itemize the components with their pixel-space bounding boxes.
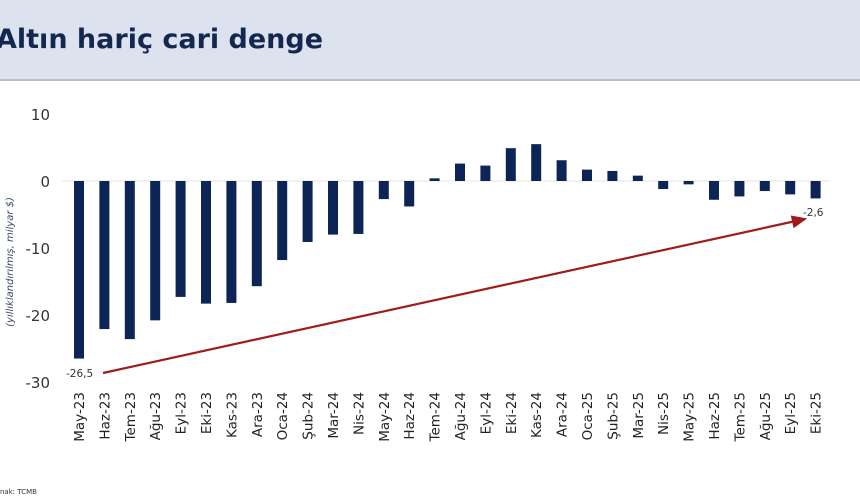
- x-tick-label: Haz-24: [402, 392, 418, 440]
- page-title: Altın hariç cari denge: [0, 24, 324, 55]
- bar-Nis-24: [353, 181, 364, 234]
- x-tick-label: Tem-25: [732, 392, 748, 442]
- x-tick-label: May-23: [72, 392, 88, 442]
- bar-May-24: [378, 181, 389, 200]
- bar-May-25: [683, 181, 694, 185]
- x-tick-label: Nis-24: [351, 392, 367, 435]
- bar-Haz-23: [99, 181, 110, 330]
- bar-Tem-25: [734, 181, 745, 197]
- x-tick-label: Eyl-23: [174, 392, 190, 434]
- x-tick-label: Şub-25: [605, 392, 621, 440]
- bar-May-23: [74, 181, 84, 359]
- x-tick-label: Ağu-25: [758, 392, 774, 440]
- x-tick-label: Kas-24: [529, 392, 545, 438]
- x-tick-label: Şub-24: [301, 392, 317, 440]
- x-tick-label: Eyl-24: [478, 392, 494, 434]
- bar-Kas-24: [531, 144, 542, 181]
- x-tick-label: Eki-23: [199, 392, 215, 434]
- y-tick-label: -30: [26, 374, 51, 392]
- y-tick-label: -20: [26, 307, 51, 325]
- bar-Ara-24: [556, 160, 567, 181]
- y-tick-label: 0: [40, 173, 50, 191]
- x-tick-label: Mar-24: [326, 392, 342, 439]
- x-tick-label: Oca-24: [275, 392, 291, 440]
- x-tick-label: May-24: [377, 392, 393, 442]
- data-label-first: -26,5: [66, 368, 93, 380]
- x-tick-label: Nis-25: [656, 392, 672, 435]
- bar-Oca-24: [277, 181, 288, 261]
- x-tick-label: Haz-25: [707, 392, 723, 440]
- y-tick-label: -10: [26, 240, 51, 258]
- bar-Şub-25: [607, 170, 618, 181]
- x-tick-label: May-25: [682, 392, 698, 442]
- x-tick-label: Oca-25: [580, 392, 596, 440]
- bar-Tem-24: [429, 178, 440, 181]
- bar-Eyl-24: [480, 165, 491, 181]
- x-tick-label: Kas-23: [224, 392, 240, 438]
- y-tick-label: 10: [31, 106, 50, 124]
- x-tick-label: Eki-24: [504, 392, 520, 434]
- x-tick-label: Tem-24: [428, 392, 444, 442]
- bar-Ara-23: [251, 181, 262, 287]
- bar-Şub-24: [302, 181, 313, 242]
- bar-Tem-23: [124, 181, 135, 340]
- bar-Eyl-23: [175, 181, 186, 297]
- bar-Nis-25: [658, 181, 669, 190]
- bar-Mar-25: [632, 175, 643, 181]
- bar-Kas-23: [226, 181, 237, 303]
- x-tick-label: Haz-23: [97, 392, 113, 440]
- x-tick-label: Ara-24: [555, 392, 571, 437]
- x-tick-label: Ara-23: [250, 392, 266, 437]
- bar-Eki-23: [201, 181, 211, 304]
- bar-Eki-24: [505, 148, 516, 181]
- x-tick-label: Mar-25: [631, 392, 647, 439]
- y-axis-label: (yıllıklandırılmış, milyar $): [5, 197, 16, 327]
- bar-Ağu-25: [759, 181, 770, 192]
- x-tick-label: Ağu-23: [148, 392, 164, 440]
- bar-Eyl-25: [785, 181, 796, 195]
- x-tick-label: Ağu-24: [453, 392, 469, 440]
- source-note: nak: TCMB: [0, 488, 37, 496]
- bar-Eki-25: [810, 181, 821, 199]
- x-tick-label: Eki-25: [809, 392, 825, 434]
- data-label-last: -2,6: [803, 207, 824, 219]
- bar-Mar-24: [328, 181, 338, 235]
- bar-Ağu-24: [455, 163, 465, 181]
- x-tick-label: Eyl-25: [783, 392, 799, 434]
- trend-arrow: [102, 215, 808, 375]
- bar-Ağu-23: [150, 181, 161, 321]
- bar-Haz-25: [709, 181, 719, 200]
- title-banner: Altın hariç cari denge: [0, 0, 860, 81]
- bar-Oca-25: [582, 169, 592, 181]
- bar-Haz-24: [404, 181, 415, 207]
- x-tick-label: Tem-23: [123, 392, 139, 442]
